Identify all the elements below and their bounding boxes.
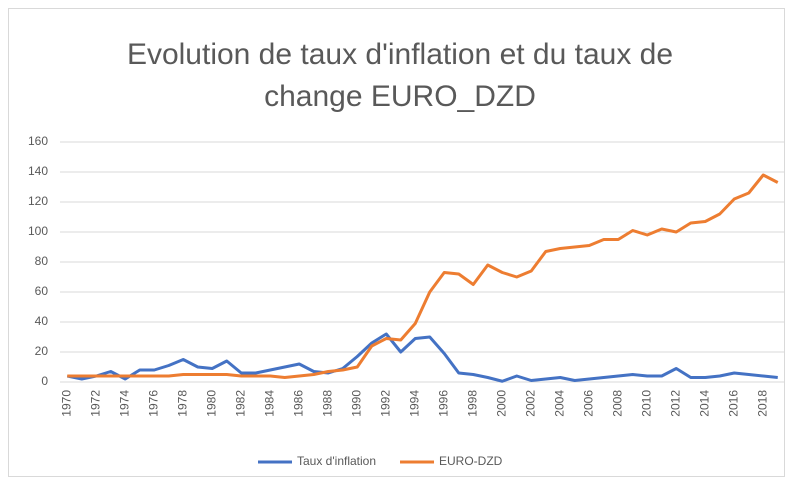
series-line bbox=[66, 332, 778, 383]
x-tick-label: 1988 bbox=[320, 390, 334, 417]
y-tick-label: 20 bbox=[35, 344, 49, 358]
series-line bbox=[67, 173, 779, 379]
x-tick-label: 1974 bbox=[117, 390, 131, 417]
x-tick-label: 2002 bbox=[523, 390, 537, 417]
y-tick-label: 40 bbox=[35, 314, 49, 328]
x-tick-label: 2018 bbox=[755, 390, 769, 417]
x-tick-label: 2006 bbox=[581, 390, 595, 417]
y-tick-label: 0 bbox=[41, 374, 48, 388]
legend-label: EURO-DZD bbox=[439, 454, 503, 468]
x-tick-label: 1992 bbox=[378, 390, 392, 417]
x-tick-label: 2000 bbox=[494, 390, 508, 417]
x-tick-label: 1978 bbox=[175, 390, 189, 417]
x-tick-label: 1998 bbox=[465, 390, 479, 417]
x-tick-label: 2008 bbox=[610, 390, 624, 417]
x-tick-label: 1990 bbox=[349, 390, 363, 417]
y-tick-label: 80 bbox=[35, 254, 49, 268]
y-tick-label: 120 bbox=[28, 194, 48, 208]
x-tick-label: 1994 bbox=[407, 390, 421, 417]
x-tick-label: 2010 bbox=[639, 390, 653, 417]
x-tick-label: 2014 bbox=[697, 390, 711, 417]
x-tick-label: 1986 bbox=[291, 390, 305, 417]
x-tick-label: 1984 bbox=[262, 390, 276, 417]
chart-border bbox=[8, 8, 785, 477]
x-tick-label: 1970 bbox=[59, 390, 73, 417]
x-tick-label: 1996 bbox=[436, 390, 450, 417]
x-tick-label: 1976 bbox=[146, 390, 160, 417]
y-tick-label: 160 bbox=[28, 134, 48, 148]
x-tick-label: 1972 bbox=[88, 390, 102, 417]
x-tick-label: 2016 bbox=[726, 390, 740, 417]
y-tick-label: 100 bbox=[28, 224, 48, 238]
legend-label: Taux d'inflation bbox=[297, 454, 376, 468]
x-tick-label: 1980 bbox=[204, 390, 218, 417]
chart-title: Evolution de taux d'inflation et du taux… bbox=[126, 38, 674, 113]
y-tick-label: 140 bbox=[28, 164, 48, 178]
x-tick-label: 1982 bbox=[233, 390, 247, 417]
x-tick-label: 2012 bbox=[668, 390, 682, 417]
y-tick-label: 60 bbox=[35, 284, 49, 298]
x-tick-label: 2004 bbox=[552, 390, 566, 417]
